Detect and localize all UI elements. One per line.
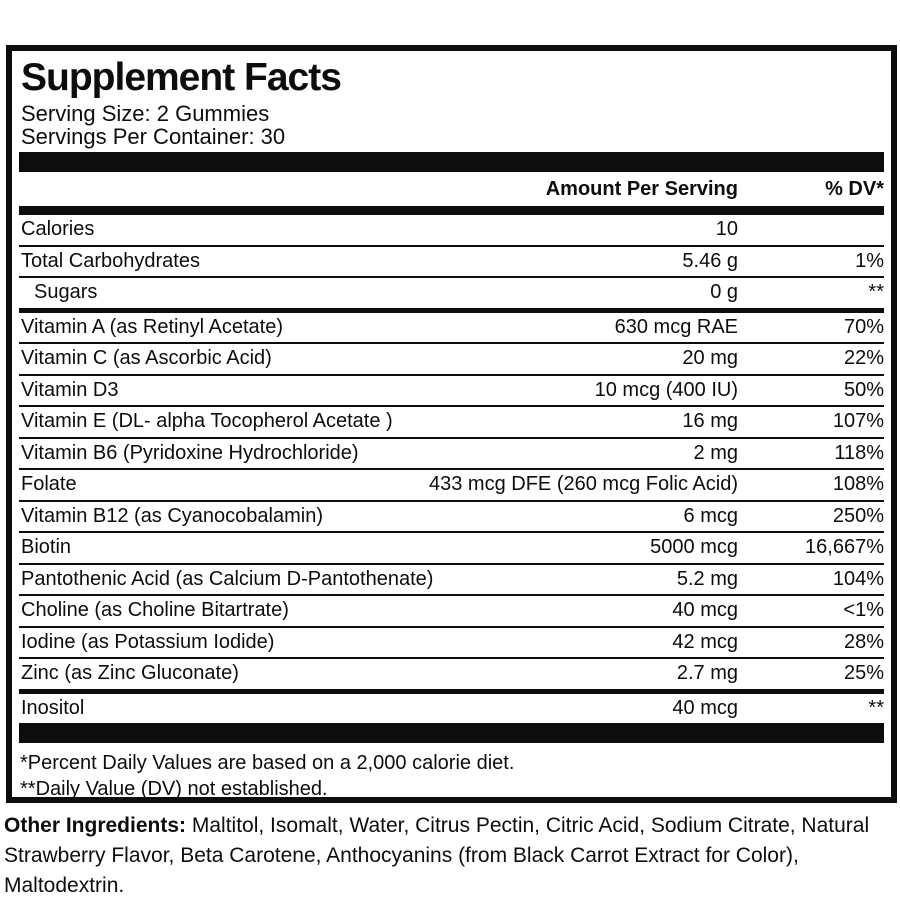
amount-value: 10 mcg (400 IU) bbox=[594, 378, 738, 401]
other-ingredients-label: Other Ingredients: bbox=[4, 814, 187, 837]
nutrient-label: Inositol bbox=[21, 696, 85, 719]
dv-value: 16,667% bbox=[805, 536, 884, 559]
amount-value: 5000 mcg bbox=[650, 536, 738, 559]
table-row-pantothenic-acid: Pantothenic Acid (as Calcium D-Pantothen… bbox=[19, 565, 884, 596]
nutrient-label: Vitamin A (as Retinyl Acetate) bbox=[21, 315, 283, 338]
table-row-calories: Calories 10 bbox=[19, 215, 884, 247]
amount-value: 2.7 mg bbox=[676, 662, 738, 685]
supplement-facts-panel: Supplement Facts Serving Size: 2 Gummies… bbox=[6, 45, 897, 803]
dv-value: 70% bbox=[843, 315, 884, 338]
dv-value: 118% bbox=[834, 441, 884, 464]
amount-value: 40 mcg bbox=[672, 599, 738, 622]
dv-value: 22% bbox=[843, 347, 884, 370]
amount-value: 0 g bbox=[710, 281, 738, 304]
header-amount-label: Amount Per Serving bbox=[545, 177, 738, 200]
dv-value: 28% bbox=[843, 630, 884, 653]
dv-value: <1% bbox=[843, 599, 884, 622]
dv-value: 107% bbox=[832, 410, 884, 433]
dv-value: 50% bbox=[843, 378, 884, 401]
servings-per-container: Servings Per Container: 30 bbox=[21, 124, 286, 149]
table-row-vitamin-b12: Vitamin B12 (as Cyanocobalamin) 6 mcg 25… bbox=[19, 502, 884, 533]
divider-bar-header bbox=[19, 206, 884, 215]
other-ingredients-text: Maltitol, Isomalt, Water, Citrus Pectin,… bbox=[4, 814, 870, 897]
table-row-biotin: Biotin 5000 mcg 16,667% bbox=[19, 533, 884, 565]
nutrient-label: Vitamin D3 bbox=[21, 378, 119, 401]
nutrient-label: Vitamin B12 (as Cyanocobalamin) bbox=[21, 504, 324, 527]
dv-value: ** bbox=[868, 696, 884, 719]
table-row-vitamin-b6: Vitamin B6 (Pyridoxine Hydrochloride) 2 … bbox=[19, 439, 884, 470]
dv-value: 25% bbox=[843, 662, 884, 685]
table-row-iodine: Iodine (as Potassium Iodide) 42 mcg 28% bbox=[19, 628, 884, 659]
amount-value: 42 mcg bbox=[672, 630, 738, 653]
nutrient-label: Pantothenic Acid (as Calcium D-Pantothen… bbox=[21, 567, 434, 590]
divider-bar-top bbox=[19, 152, 884, 172]
table-row-sugars: Sugars 0 g ** bbox=[19, 278, 884, 313]
table-row-folate: Folate 433 mcg DFE (260 mcg Folic Acid) … bbox=[19, 470, 884, 502]
nutrient-label: Total Carbohydrates bbox=[21, 249, 200, 272]
footnotes: *Percent Daily Values are based on a 2,0… bbox=[20, 750, 884, 802]
divider-bar-footer bbox=[19, 723, 884, 743]
amount-value: 5.2 mg bbox=[676, 567, 738, 590]
nutrient-label: Zinc (as Zinc Gluconate) bbox=[21, 662, 239, 685]
table-header-row: Amount Per Serving % DV* bbox=[19, 172, 884, 206]
other-ingredients: Other Ingredients: Maltitol, Isomalt, Wa… bbox=[4, 811, 897, 900]
nutrient-label: Vitamin B6 (Pyridoxine Hydrochloride) bbox=[21, 441, 359, 464]
nutrient-label: Folate bbox=[21, 473, 77, 496]
dv-value: 1% bbox=[855, 249, 884, 272]
nutrient-label: Vitamin E (DL- alpha Tocopherol Acetate … bbox=[21, 410, 393, 433]
table-row-zinc: Zinc (as Zinc Gluconate) 2.7 mg 25% bbox=[19, 659, 884, 694]
table-row-vitamin-e: Vitamin E (DL- alpha Tocopherol Acetate … bbox=[19, 407, 884, 439]
dv-value: ** bbox=[868, 281, 884, 304]
table-row-total-carbohydrates: Total Carbohydrates 5.46 g 1% bbox=[19, 247, 884, 278]
dv-value: 108% bbox=[832, 473, 884, 496]
footnote-dv-not-established: **Daily Value (DV) not established. bbox=[20, 778, 328, 800]
table-row-vitamin-c: Vitamin C (as Ascorbic Acid) 20 mg 22% bbox=[19, 344, 884, 376]
nutrient-label: Choline (as Choline Bitartrate) bbox=[21, 599, 289, 622]
table-row-vitamin-d3: Vitamin D3 10 mcg (400 IU) 50% bbox=[19, 376, 884, 407]
panel-title: Supplement Facts bbox=[21, 56, 342, 99]
amount-value: 16 mg bbox=[682, 410, 738, 433]
amount-value: 630 mcg RAE bbox=[614, 315, 738, 338]
table-row-inositol: Inositol 40 mcg ** bbox=[19, 694, 884, 724]
table-row-choline: Choline (as Choline Bitartrate) 40 mcg <… bbox=[19, 596, 884, 628]
dv-value: 104% bbox=[832, 567, 884, 590]
header-dv-label: % DV* bbox=[825, 177, 884, 200]
serving-size: Serving Size: 2 Gummies bbox=[21, 101, 270, 126]
amount-value: 433 mcg DFE (260 mcg Folic Acid) bbox=[429, 473, 738, 496]
amount-value: 5.46 g bbox=[682, 249, 738, 272]
nutrient-label: Iodine (as Potassium Iodide) bbox=[21, 630, 275, 653]
amount-value: 6 mcg bbox=[683, 504, 738, 527]
amount-value: 40 mcg bbox=[672, 696, 738, 719]
amount-value: 20 mg bbox=[682, 347, 738, 370]
dv-value: 250% bbox=[832, 504, 884, 527]
table-row-vitamin-a: Vitamin A (as Retinyl Acetate) 630 mcg R… bbox=[19, 313, 884, 344]
nutrient-label: Sugars bbox=[34, 281, 98, 304]
amount-value: 2 mg bbox=[693, 441, 738, 464]
footnote-daily-values: *Percent Daily Values are based on a 2,0… bbox=[20, 752, 515, 774]
amount-value: 10 bbox=[715, 218, 738, 241]
nutrient-label: Vitamin C (as Ascorbic Acid) bbox=[21, 347, 272, 370]
nutrient-label: Biotin bbox=[21, 536, 72, 559]
nutrient-label: Calories bbox=[21, 218, 95, 241]
